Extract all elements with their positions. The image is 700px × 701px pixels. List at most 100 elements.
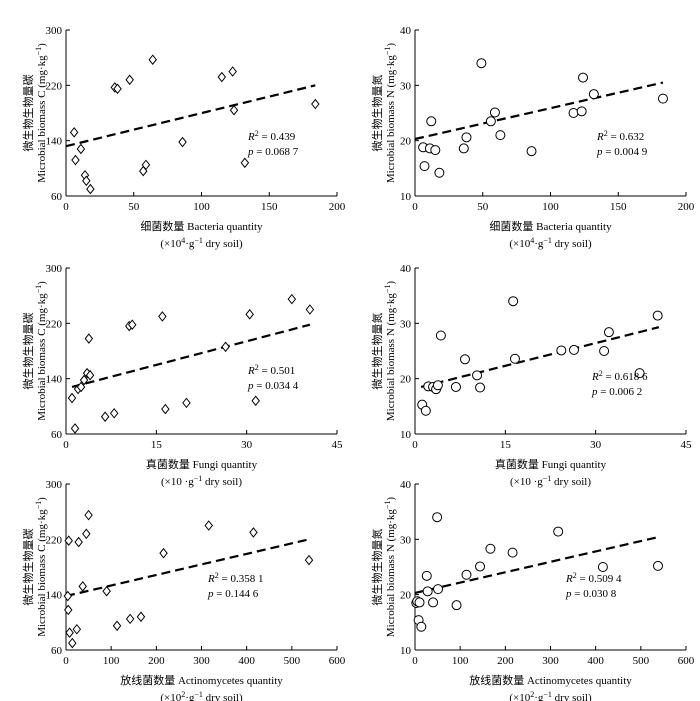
data-point: [419, 161, 430, 172]
data-point: [125, 74, 134, 86]
x-tick-label: 600: [329, 655, 346, 667]
data-point: [476, 58, 487, 69]
x-axis-label-line1: 放线菌数量 Actinomycetes quantity: [469, 673, 632, 687]
y-axis-label-en: Microbial biomass N (mg·kg−1): [383, 497, 398, 638]
x-tick-label: 0: [412, 439, 418, 451]
data-point: [421, 570, 432, 581]
data-point: [287, 293, 297, 305]
panel-fungi-biomass-c: 60 140 220 300 0 15 30 45 微生物生物量碳 Microbial bioma…: [21, 263, 343, 488]
data-point: [69, 127, 79, 138]
data-point: [158, 311, 167, 322]
data-point: [182, 397, 191, 409]
data-point: [178, 136, 187, 148]
x-axis-label-line1: 细菌数量 Bacteria quantity: [140, 220, 263, 233]
y-axis-label-en: Microbial biomass C (mg·kg−1): [34, 43, 49, 183]
data-point: [217, 71, 227, 83]
data-point: [240, 157, 250, 169]
panel-actinomycetes-biomass-c: 60 140 220 300 0 100 200 300 400 500 600 微生物生物量碳 Mic…: [21, 479, 346, 701]
data-point: [204, 520, 213, 531]
y-tick-label: 220: [46, 318, 63, 330]
data-point: [78, 581, 87, 592]
data-point: [430, 145, 441, 156]
p-value-annotation: p = 0.068 7: [247, 146, 299, 158]
y-axis-label-zh: 微生物生物量碳: [21, 529, 35, 606]
data-point: [109, 407, 119, 419]
data-point: [657, 93, 668, 104]
x-tick-label: 150: [261, 201, 278, 213]
r-squared-annotation: R2 = 0.632: [596, 129, 644, 144]
x-tick-label: 100: [452, 655, 469, 667]
data-point: [461, 569, 472, 580]
x-axis-label-line2: (×10 ·g−1 dry soil): [161, 474, 242, 489]
x-tick-label: 500: [633, 655, 650, 667]
data-point: [451, 600, 462, 611]
data-point: [251, 395, 260, 407]
p-value-annotation: p = 0.030 8: [565, 588, 617, 600]
x-tick-label: 30: [590, 439, 602, 451]
x-tick-label: 45: [332, 439, 344, 451]
data-point: [136, 611, 146, 623]
data-point: [148, 54, 157, 66]
data-point: [450, 381, 461, 392]
data-point: [576, 106, 587, 117]
data-point: [221, 341, 230, 353]
regression-line: [65, 84, 316, 148]
data-point: [305, 304, 315, 315]
data-point: [84, 333, 94, 344]
x-axis-label-line2: (×104·g−1 dry soil): [509, 236, 592, 251]
data-point: [578, 72, 589, 83]
regression-line: [65, 538, 310, 598]
data-point: [428, 597, 439, 608]
data-point: [82, 175, 91, 187]
y-tick-label: 140: [46, 374, 63, 386]
data-point: [652, 560, 663, 571]
y-axis-label-zh: 微生物生物量碳: [21, 75, 35, 152]
x-tick-label: 0: [412, 201, 418, 213]
data-point: [556, 345, 567, 356]
y-tick-label: 40: [400, 263, 412, 275]
data-point: [509, 353, 520, 364]
data-point: [85, 369, 95, 381]
data-point: [159, 547, 168, 559]
y-tick-label: 20: [400, 374, 412, 386]
y-tick-label: 220: [46, 80, 63, 92]
data-point: [568, 344, 579, 355]
data-point: [526, 146, 537, 157]
data-point: [485, 543, 496, 554]
data-point: [588, 89, 599, 100]
data-point: [475, 561, 486, 572]
panel-bacteria-biomass-c: 60 140 220 300 0 50 100 150 200 微生物生物量碳 Microbial …: [21, 25, 346, 250]
r-squared-annotation: R2 = 0.358 1: [207, 571, 263, 586]
data-point: [229, 104, 239, 116]
data-point: [489, 107, 500, 118]
data-point: [70, 423, 80, 434]
data-point: [141, 159, 151, 171]
r-squared-annotation: R2 = 0.501: [247, 363, 295, 378]
data-point: [458, 143, 469, 154]
y-axis-label-en: Microbial biomass N (mg·kg−1): [383, 281, 398, 422]
data-point: [64, 604, 73, 616]
y-axis-label-zh: 微生物生物量碳: [21, 313, 35, 390]
data-point: [507, 547, 518, 558]
data-point: [65, 627, 74, 639]
x-tick-label: 50: [477, 201, 489, 213]
data-point: [553, 526, 564, 537]
x-tick-label: 600: [678, 655, 695, 667]
x-tick-label: 0: [63, 201, 69, 213]
data-point: [414, 597, 425, 608]
y-tick-label: 60: [51, 191, 63, 203]
y-tick-label: 20: [400, 136, 412, 148]
y-tick-label: 10: [400, 429, 412, 441]
panel-fungi-biomass-n: 10 20 30 40 0 15 30 45 微生物生物量氮 Microbial biomass …: [370, 263, 692, 488]
y-tick-label: 30: [400, 534, 412, 546]
y-tick-label: 220: [46, 534, 63, 546]
x-tick-label: 200: [678, 201, 695, 213]
data-point: [485, 116, 496, 127]
x-axis-label-line1: 细菌数量 Bacteria quantity: [489, 220, 612, 233]
y-tick-label: 30: [400, 318, 412, 330]
x-tick-label: 15: [500, 439, 512, 451]
data-point: [74, 536, 83, 548]
y-tick-label: 140: [46, 590, 63, 602]
x-axis-label-line2: (×104·g−1 dry soil): [160, 236, 243, 251]
